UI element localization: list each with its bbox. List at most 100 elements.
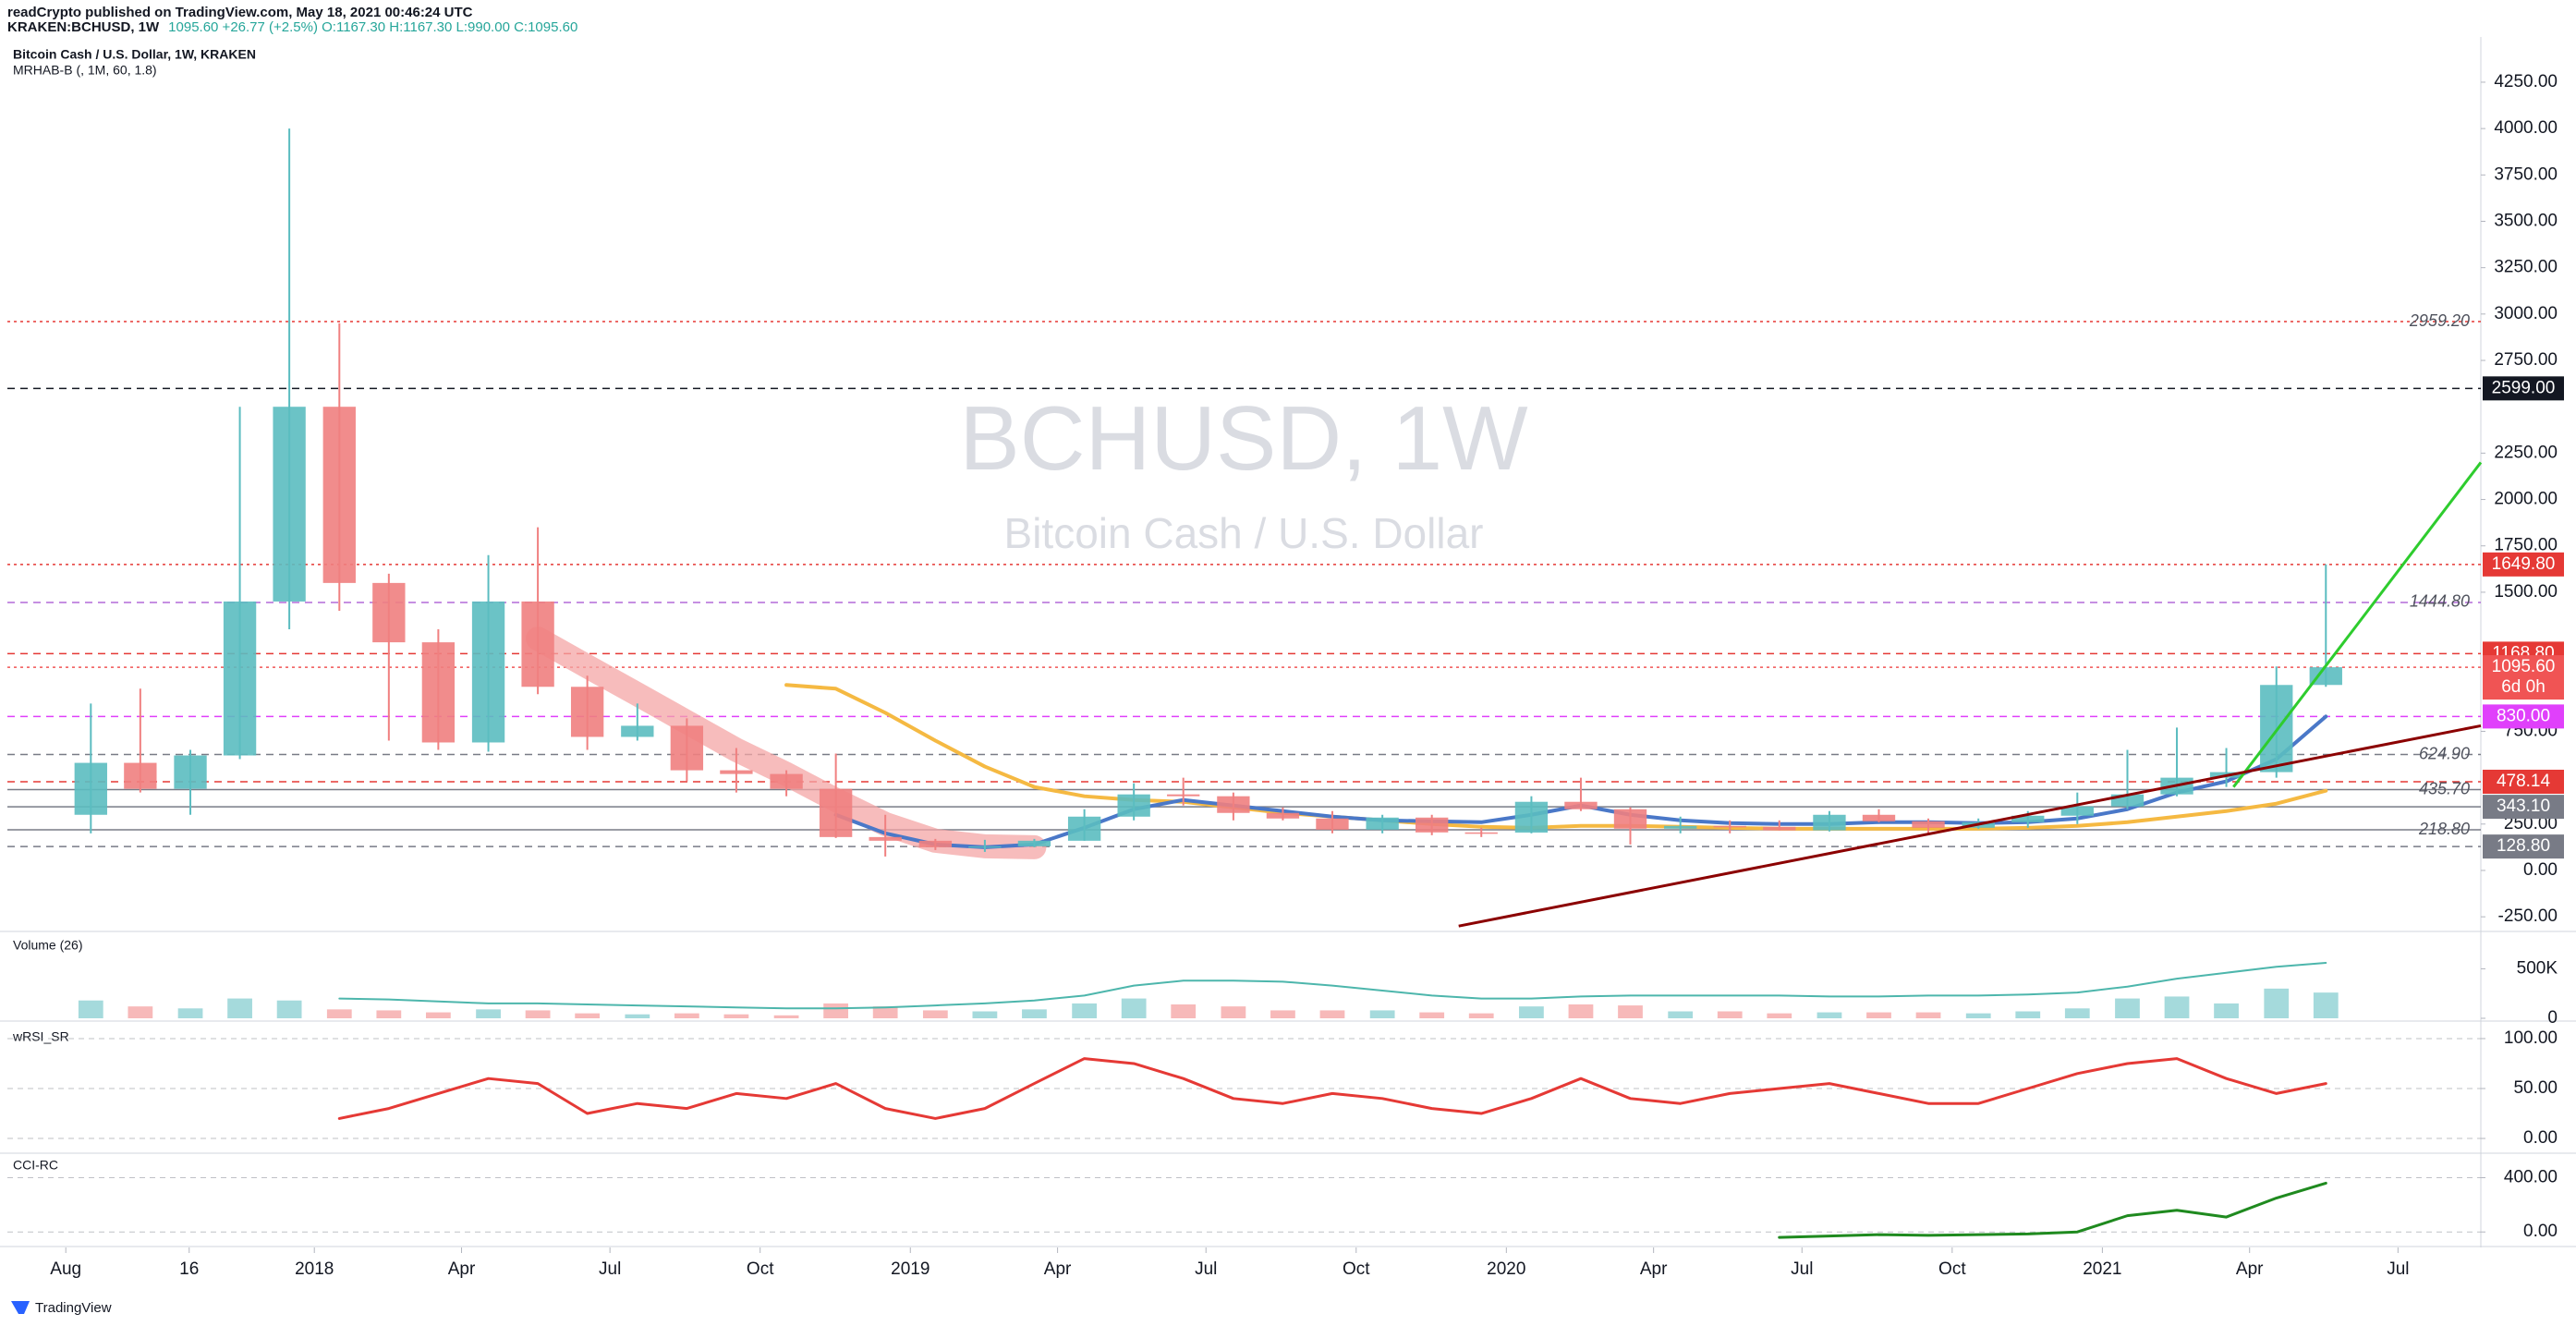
y-tick-label: 0.00: [2523, 1222, 2558, 1241]
volume-bar: [922, 1010, 948, 1018]
volume-bar: [1618, 1005, 1643, 1018]
volume-bar: [2115, 998, 2140, 1018]
series-line: [1778, 1181, 2327, 1239]
volume-bar: [525, 1010, 551, 1018]
x-tick-label: Aug: [50, 1259, 81, 1279]
volume-bar: [2214, 1003, 2239, 1018]
pane-title: CCI-RC: [13, 1158, 58, 1173]
volume-bar: [2164, 996, 2190, 1018]
candle-body: [621, 725, 654, 737]
y-tick-label: 1750.00: [2494, 536, 2558, 555]
footer-brand: TradingView: [35, 1300, 112, 1316]
candle-body: [869, 836, 902, 841]
volume-bar: [177, 1008, 203, 1018]
volume-bar: [823, 1003, 849, 1018]
volume-bar: [2064, 1008, 2090, 1018]
y-tick-label: 2000.00: [2494, 490, 2558, 509]
candle-body: [770, 773, 803, 789]
x-tick-label: 2020: [1487, 1259, 1525, 1279]
volume-bar: [972, 1011, 998, 1018]
volume-bar: [625, 1014, 650, 1018]
volume-bar: [1817, 1012, 1842, 1018]
x-tick-label: Apr: [2236, 1259, 2264, 1279]
volume-bar: [425, 1012, 451, 1018]
candle-body: [819, 788, 853, 837]
volume-bar: [1419, 1012, 1445, 1018]
y-tick-label: 3250.00: [2494, 258, 2558, 277]
symbol-line: KRAKEN:BCHUSD, 1W 1095.60 +26.77 (+2.5%) …: [7, 19, 577, 35]
series-line: [784, 683, 2328, 831]
volume-bar: [1717, 1011, 1743, 1018]
candle-body: [1017, 840, 1051, 846]
y-tick-label: 500K: [2517, 958, 2558, 978]
volume-bar: [1668, 1011, 1694, 1018]
volume-bar: [227, 998, 252, 1018]
y-tick-label: 3000.00: [2494, 304, 2558, 323]
y-tick-label: 2250.00: [2494, 443, 2558, 462]
level-label: 128.80: [2497, 836, 2550, 856]
volume-bar: [2015, 1011, 2041, 1018]
volume-bar: [276, 1000, 302, 1018]
volume-bar: [1121, 998, 1147, 1018]
candle-body: [1316, 818, 1349, 830]
candle-body: [1763, 826, 1796, 831]
candle-body: [1266, 812, 1300, 819]
volume-bar: [1221, 1006, 1246, 1018]
x-tick-label: Oct: [1343, 1259, 1370, 1279]
candle-body: [2011, 815, 2045, 822]
candle-body: [273, 407, 306, 602]
candle-body: [670, 725, 704, 771]
level-box: [2483, 376, 2564, 401]
volume-bar: [773, 1015, 799, 1018]
volume-bar: [1965, 1013, 1991, 1018]
trendline: [2232, 461, 2483, 788]
candle-body: [1664, 825, 1697, 829]
volume-bar: [723, 1014, 749, 1018]
candle-body: [1366, 817, 1399, 830]
symbol: KRAKEN:BCHUSD, 1W: [7, 19, 160, 35]
candle-body: [372, 582, 406, 643]
candle-body: [223, 601, 257, 756]
x-tick-label: Jul: [1195, 1259, 1217, 1279]
candle-body: [1564, 801, 1598, 809]
candle-body: [1862, 814, 1896, 821]
level-label: 624.90: [2419, 744, 2470, 762]
y-tick-label: 4000.00: [2494, 118, 2558, 138]
candle-body: [1613, 809, 1647, 829]
pane-title: Bitcoin Cash / U.S. Dollar, 1W, KRAKEN: [13, 47, 256, 62]
publisher: readCrypto published on TradingView.com,…: [7, 5, 473, 20]
y-tick-label: -250.00: [2498, 906, 2558, 926]
candle-body: [1912, 821, 1945, 828]
x-tick-label: 16: [179, 1259, 199, 1279]
x-tick-label: 2018: [295, 1259, 334, 1279]
y-tick-label: 0: [2547, 1008, 2558, 1028]
volume-bar: [2313, 992, 2339, 1018]
volume-bar: [1270, 1010, 1295, 1018]
x-tick-label: Apr: [1044, 1259, 1072, 1279]
level-box: [2483, 704, 2564, 729]
candle-body: [521, 601, 554, 687]
logo: [11, 1301, 30, 1314]
level-label: 1444.80: [2410, 592, 2470, 611]
candle-body: [1416, 817, 1449, 833]
x-tick-label: Oct: [1938, 1259, 1966, 1279]
level-label: 478.14: [2497, 772, 2551, 791]
level-box: [2483, 552, 2564, 577]
level-sublabel: 6d 0h: [2501, 677, 2546, 697]
x-tick-label: Apr: [1640, 1259, 1668, 1279]
volume-bar: [1319, 1010, 1345, 1018]
level-label: 435.70: [2419, 779, 2470, 797]
volume-bar: [1568, 1004, 1594, 1018]
volume-bar: [326, 1009, 352, 1018]
volume-bar: [476, 1009, 501, 1018]
candle-body: [1167, 794, 1200, 797]
level-label: 2959.20: [2409, 311, 2470, 330]
volume-bar: [674, 1013, 699, 1018]
candle-body: [918, 840, 953, 847]
volume-bar: [1022, 1009, 1047, 1018]
x-tick-label: Oct: [747, 1259, 774, 1279]
series-line: [338, 962, 2327, 1010]
candle-body: [124, 762, 157, 789]
volume-bar: [1915, 1012, 1941, 1018]
